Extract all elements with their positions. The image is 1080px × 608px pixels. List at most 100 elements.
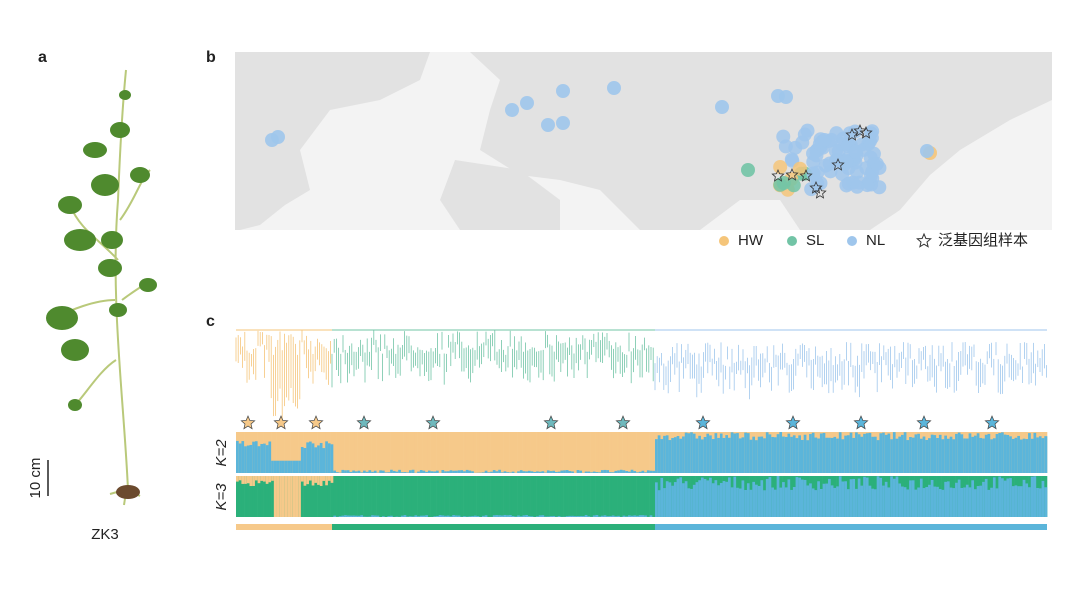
k3-blue xyxy=(930,480,934,517)
dot xyxy=(792,161,807,176)
k3-green xyxy=(617,476,621,517)
k3-blue xyxy=(803,479,807,517)
k2-blue xyxy=(1001,432,1005,473)
k3-blue xyxy=(784,487,788,517)
k3-green xyxy=(484,476,488,517)
k2-blue xyxy=(530,471,534,473)
dot xyxy=(920,144,934,158)
k3-green xyxy=(506,476,510,517)
k3-orange xyxy=(311,476,315,486)
k2-blue xyxy=(879,433,883,473)
dot xyxy=(607,81,621,95)
k2-blue xyxy=(354,471,358,473)
k2-orange xyxy=(398,432,402,473)
k2-blue xyxy=(836,438,840,473)
star xyxy=(799,168,813,182)
k3-blue xyxy=(992,477,996,517)
k2-blue xyxy=(271,460,275,473)
k2-orange xyxy=(630,432,634,473)
k2-orange xyxy=(568,432,572,473)
k3-blue xyxy=(728,477,732,517)
k2-blue xyxy=(782,436,786,473)
k3-orange xyxy=(308,476,312,481)
k2-blue xyxy=(325,441,329,473)
k2-orange xyxy=(338,432,342,473)
k2-blue xyxy=(1036,437,1040,473)
k2-blue xyxy=(682,436,686,473)
k3-orange xyxy=(244,476,248,484)
k2-blue xyxy=(300,446,304,473)
star xyxy=(785,415,801,430)
k2-blue xyxy=(887,433,891,473)
k3-blue xyxy=(852,478,856,517)
k3-blue xyxy=(641,515,645,517)
k3-blue xyxy=(668,482,672,517)
k3-blue xyxy=(957,479,961,517)
k3-blue xyxy=(765,478,769,517)
k2-orange xyxy=(652,432,656,473)
k2-blue xyxy=(776,434,780,473)
k3-green xyxy=(636,476,640,517)
legend-dot xyxy=(847,236,857,246)
k3-blue xyxy=(611,515,615,517)
k3-green xyxy=(444,476,448,517)
k3-blue xyxy=(741,480,745,517)
k2-blue xyxy=(998,433,1002,473)
k3-green xyxy=(244,476,248,517)
k2-blue xyxy=(265,445,269,473)
k2-blue xyxy=(427,470,431,473)
dot xyxy=(505,103,519,117)
k3-green xyxy=(322,476,326,517)
k3-blue xyxy=(938,489,942,517)
k3-blue xyxy=(871,488,875,517)
k2-blue xyxy=(649,470,653,473)
star xyxy=(831,157,845,171)
k3-blue xyxy=(579,515,583,517)
k2-blue xyxy=(784,436,788,473)
k2-blue xyxy=(925,439,929,473)
k3-green xyxy=(533,476,537,517)
k3-blue xyxy=(454,515,458,517)
k2-blue xyxy=(765,432,769,473)
k2-blue xyxy=(238,443,242,473)
k2-blue xyxy=(946,438,950,473)
k3-blue xyxy=(873,489,877,517)
k2-blue xyxy=(690,432,694,473)
k2-blue xyxy=(882,432,886,473)
k2-blue xyxy=(730,432,734,473)
k3-blue xyxy=(752,481,756,517)
k3-blue xyxy=(914,489,918,517)
k3-blue xyxy=(763,490,767,517)
legend-dot xyxy=(787,236,797,246)
k3-blue xyxy=(844,481,848,517)
k3-blue xyxy=(709,477,713,517)
k2-orange xyxy=(357,432,361,473)
k2-orange xyxy=(541,432,545,473)
k-label: K=3 xyxy=(213,483,230,511)
k2-orange xyxy=(354,432,358,473)
k2-blue xyxy=(357,470,361,473)
k3-blue xyxy=(936,486,940,517)
k3-blue xyxy=(609,515,613,517)
k2-blue xyxy=(319,442,323,473)
k2-blue xyxy=(411,469,415,473)
dot xyxy=(849,165,864,180)
k2-blue xyxy=(625,471,629,473)
k2-blue xyxy=(695,438,699,473)
panel-label: c xyxy=(206,313,215,330)
k2-blue xyxy=(292,460,296,473)
star xyxy=(356,415,372,430)
k3-green xyxy=(473,476,477,517)
k3-blue xyxy=(673,482,677,517)
k3-green xyxy=(454,476,458,517)
k3-orange xyxy=(314,476,318,483)
k3-blue xyxy=(901,486,905,517)
k3-blue xyxy=(841,481,845,517)
k3-blue xyxy=(687,488,691,517)
k3-orange xyxy=(322,476,326,481)
k2-orange xyxy=(592,432,596,473)
k2-blue xyxy=(522,471,526,473)
k2-orange xyxy=(387,432,391,473)
k2-blue xyxy=(995,434,999,473)
k2-blue xyxy=(909,436,913,473)
